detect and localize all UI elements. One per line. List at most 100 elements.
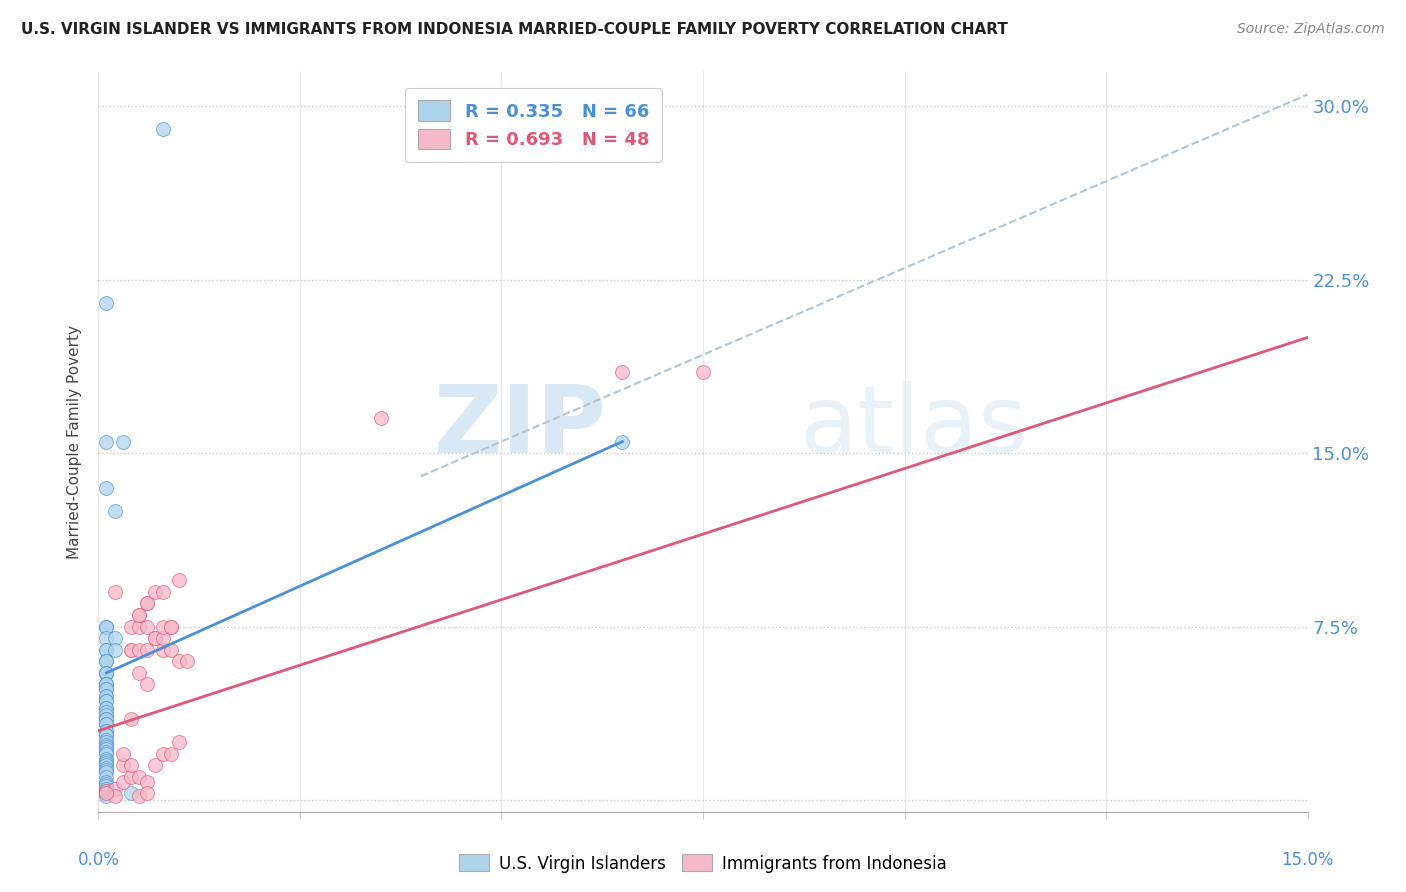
- Point: [96, 665, 118, 680]
- Point: [111, 434, 134, 449]
- Point: [103, 504, 125, 518]
- Point: [152, 122, 174, 136]
- Point: [135, 597, 157, 611]
- Point: [167, 735, 190, 749]
- Text: 0.0%: 0.0%: [77, 851, 120, 869]
- Point: [96, 707, 118, 722]
- Point: [152, 585, 174, 599]
- Point: [128, 608, 150, 623]
- Point: [96, 738, 118, 752]
- Text: atlas: atlas: [800, 381, 1028, 473]
- Point: [96, 786, 118, 800]
- Point: [111, 774, 134, 789]
- Point: [103, 631, 125, 645]
- Point: [128, 642, 150, 657]
- Point: [120, 620, 142, 634]
- Point: [96, 689, 118, 703]
- Point: [96, 677, 118, 691]
- Point: [96, 754, 118, 768]
- Point: [135, 620, 157, 634]
- Point: [103, 781, 125, 796]
- Point: [120, 770, 142, 784]
- Text: U.S. VIRGIN ISLANDER VS IMMIGRANTS FROM INDONESIA MARRIED-COUPLE FAMILY POVERTY : U.S. VIRGIN ISLANDER VS IMMIGRANTS FROM …: [21, 22, 1008, 37]
- Point: [96, 784, 118, 798]
- Point: [135, 597, 157, 611]
- Point: [128, 620, 150, 634]
- Point: [103, 789, 125, 803]
- Point: [96, 654, 118, 668]
- Point: [96, 716, 118, 731]
- Point: [96, 620, 118, 634]
- Legend: U.S. Virgin Islanders, Immigrants from Indonesia: U.S. Virgin Islanders, Immigrants from I…: [453, 847, 953, 880]
- Point: [120, 786, 142, 800]
- Point: [96, 786, 118, 800]
- Point: [96, 728, 118, 742]
- Point: [120, 642, 142, 657]
- Point: [96, 642, 118, 657]
- Point: [96, 620, 118, 634]
- Point: [152, 642, 174, 657]
- Point: [111, 758, 134, 772]
- Point: [96, 751, 118, 765]
- Point: [96, 694, 118, 708]
- Point: [96, 631, 118, 645]
- Point: [96, 434, 118, 449]
- Point: [120, 758, 142, 772]
- Point: [96, 682, 118, 697]
- Point: [135, 774, 157, 789]
- Point: [143, 758, 166, 772]
- Point: [96, 765, 118, 780]
- Point: [96, 784, 118, 798]
- Point: [96, 758, 118, 772]
- Point: [96, 735, 118, 749]
- Point: [96, 712, 118, 726]
- Point: [152, 631, 174, 645]
- Point: [612, 434, 634, 449]
- Point: [111, 747, 134, 761]
- Point: [160, 620, 183, 634]
- Point: [135, 677, 157, 691]
- Point: [128, 665, 150, 680]
- Point: [160, 642, 183, 657]
- Point: [96, 654, 118, 668]
- Point: [96, 689, 118, 703]
- Point: [96, 705, 118, 719]
- Point: [96, 654, 118, 668]
- Point: [96, 677, 118, 691]
- Point: [96, 770, 118, 784]
- Text: ZIP: ZIP: [433, 381, 606, 473]
- Point: [96, 739, 118, 754]
- Point: [96, 700, 118, 714]
- Point: [167, 574, 190, 588]
- Point: [128, 608, 150, 623]
- Point: [96, 728, 118, 742]
- Point: [143, 631, 166, 645]
- Point: [160, 620, 183, 634]
- Point: [152, 747, 174, 761]
- Point: [96, 777, 118, 791]
- Point: [96, 761, 118, 775]
- Point: [176, 654, 198, 668]
- Point: [96, 781, 118, 796]
- Point: [120, 642, 142, 657]
- Point: [135, 786, 157, 800]
- Point: [96, 745, 118, 759]
- Point: [152, 620, 174, 634]
- Point: [96, 694, 118, 708]
- Point: [96, 733, 118, 747]
- Point: [143, 585, 166, 599]
- Point: [96, 677, 118, 691]
- Point: [103, 585, 125, 599]
- Point: [160, 747, 183, 761]
- Point: [96, 665, 118, 680]
- Text: Source: ZipAtlas.com: Source: ZipAtlas.com: [1237, 22, 1385, 37]
- Point: [96, 700, 118, 714]
- Y-axis label: Married-Couple Family Poverty: Married-Couple Family Poverty: [67, 325, 83, 558]
- Point: [103, 642, 125, 657]
- Point: [96, 747, 118, 761]
- Point: [96, 295, 118, 310]
- Point: [96, 723, 118, 738]
- Point: [135, 642, 157, 657]
- Point: [96, 716, 118, 731]
- Point: [370, 411, 392, 425]
